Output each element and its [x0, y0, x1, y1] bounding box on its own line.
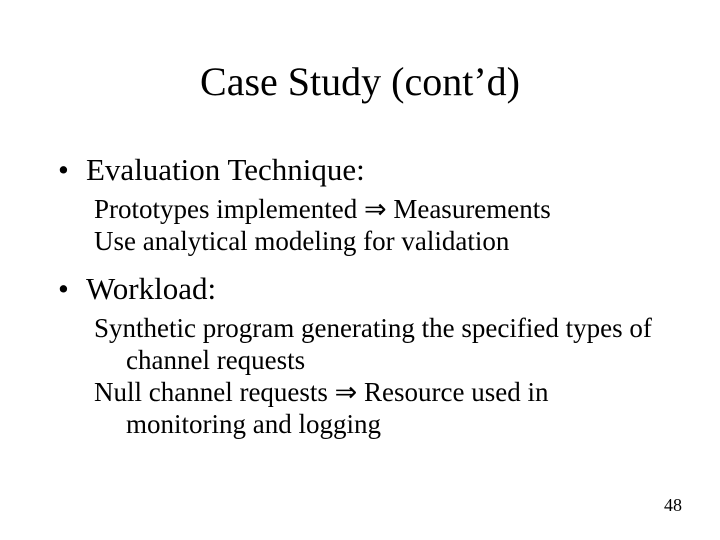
page-number: 48 [664, 495, 682, 516]
bullet-workload: •Workload: [58, 271, 668, 307]
bullet-marker: • [58, 271, 86, 307]
slide-body: •Evaluation Technique: Prototypes implem… [58, 152, 668, 454]
sub-item: Null channel requests ⇒ Resource used in… [94, 377, 668, 441]
bullet-label: Evaluation Technique: [86, 152, 365, 187]
bullet-marker: • [58, 152, 86, 188]
sub-item: Prototypes implemented ⇒ Measurements [94, 194, 668, 226]
sub-items-workload: Synthetic program generating the specifi… [94, 313, 668, 440]
bullet-label: Workload: [86, 271, 216, 306]
sub-items-evaluation: Prototypes implemented ⇒ Measurements Us… [94, 194, 668, 258]
slide-title: Case Study (cont’d) [0, 58, 720, 105]
slide: Case Study (cont’d) •Evaluation Techniqu… [0, 0, 720, 540]
sub-item: Use analytical modeling for validation [94, 226, 668, 258]
bullet-evaluation-technique: •Evaluation Technique: [58, 152, 668, 188]
sub-item: Synthetic program generating the specifi… [94, 313, 668, 377]
